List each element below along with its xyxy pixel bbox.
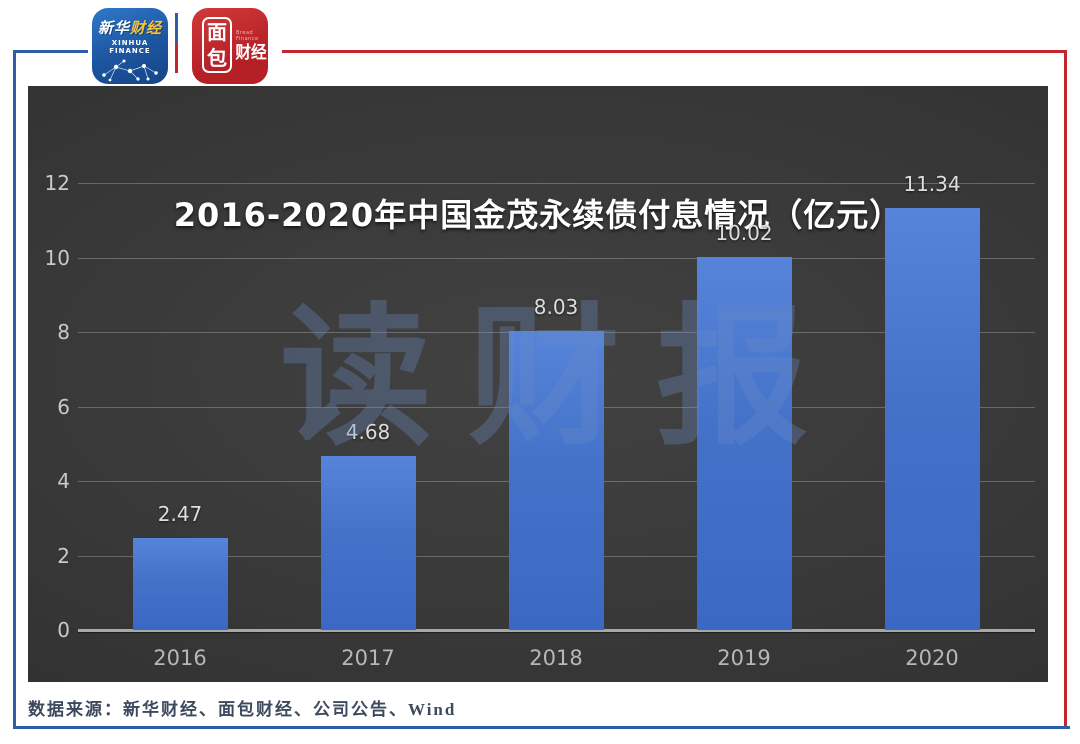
logo-divider — [175, 13, 178, 43]
bar-2020 — [884, 208, 980, 630]
gridline — [78, 257, 1035, 259]
xinhua-finance-logo: 新华财经 XINHUA FINANCE — [92, 8, 168, 84]
y-axis-tick-label: 10 — [44, 245, 70, 270]
bread-logo-char2: 包 — [207, 46, 227, 70]
logo-divider — [175, 43, 178, 73]
x-axis-tick-label: 2020 — [905, 646, 959, 670]
frame-top-left-line — [13, 50, 88, 53]
y-axis-tick-label: 4 — [57, 469, 70, 493]
bar-2017 — [320, 456, 416, 630]
bar-value-label: 4.68 — [345, 420, 391, 444]
frame-bottom-line — [13, 726, 1070, 729]
gridline — [78, 183, 1035, 184]
bar-2016 — [132, 538, 228, 630]
x-axis-tick-label: 2019 — [717, 646, 771, 670]
frame-left-line — [13, 50, 16, 729]
frame-right-line — [1064, 50, 1067, 726]
chart-title: 2016-2020年中国金茂永续债付息情况（亿元） — [173, 196, 903, 234]
y-axis-tick-label: 6 — [57, 394, 70, 419]
bread-logo-char1: 面 — [207, 20, 227, 44]
x-axis-tick-label: 2016 — [153, 646, 207, 670]
bread-logo-en-text: Bread Finance — [236, 30, 259, 42]
bar-value-label: 2.47 — [157, 502, 203, 526]
xinhua-logo-cn-text: 新华财经 — [97, 21, 163, 37]
bread-logo-cn-right: 财经 — [235, 43, 267, 63]
bar-value-label: 8.03 — [533, 295, 579, 319]
x-axis-tick-label: 2017 — [341, 646, 395, 670]
y-axis-tick-label: 2 — [57, 543, 70, 568]
constellation-icon — [102, 59, 158, 82]
bar-value-label: 10.02 — [715, 221, 773, 245]
y-axis-tick-label: 8 — [57, 320, 70, 344]
bar-2018 — [508, 331, 604, 630]
bread-logo-frame: 面 包 — [202, 17, 232, 73]
xinhua-logo-en-text: XINHUA FINANCE — [109, 39, 151, 55]
data-source-note: 数据来源：新华财经、面包财经、公司公告、Wind — [28, 700, 457, 719]
bar-value-label: 11.34 — [903, 172, 961, 196]
chart-canvas: 2016-2020年中国金茂永续债付息情况（亿元） 0 2 4 6 8 10 12 2.47 2… — [28, 86, 1048, 682]
x-axis-tick-label: 2018 — [529, 646, 583, 670]
frame-top-right-line — [282, 50, 1067, 53]
bread-finance-logo: 面 包 Bread Finance 财经 — [192, 8, 268, 84]
bar-2019 — [696, 257, 792, 630]
x-axis-line — [78, 629, 1035, 632]
y-axis-tick-label: 12 — [44, 171, 70, 195]
y-axis-tick-label: 0 — [57, 618, 70, 642]
